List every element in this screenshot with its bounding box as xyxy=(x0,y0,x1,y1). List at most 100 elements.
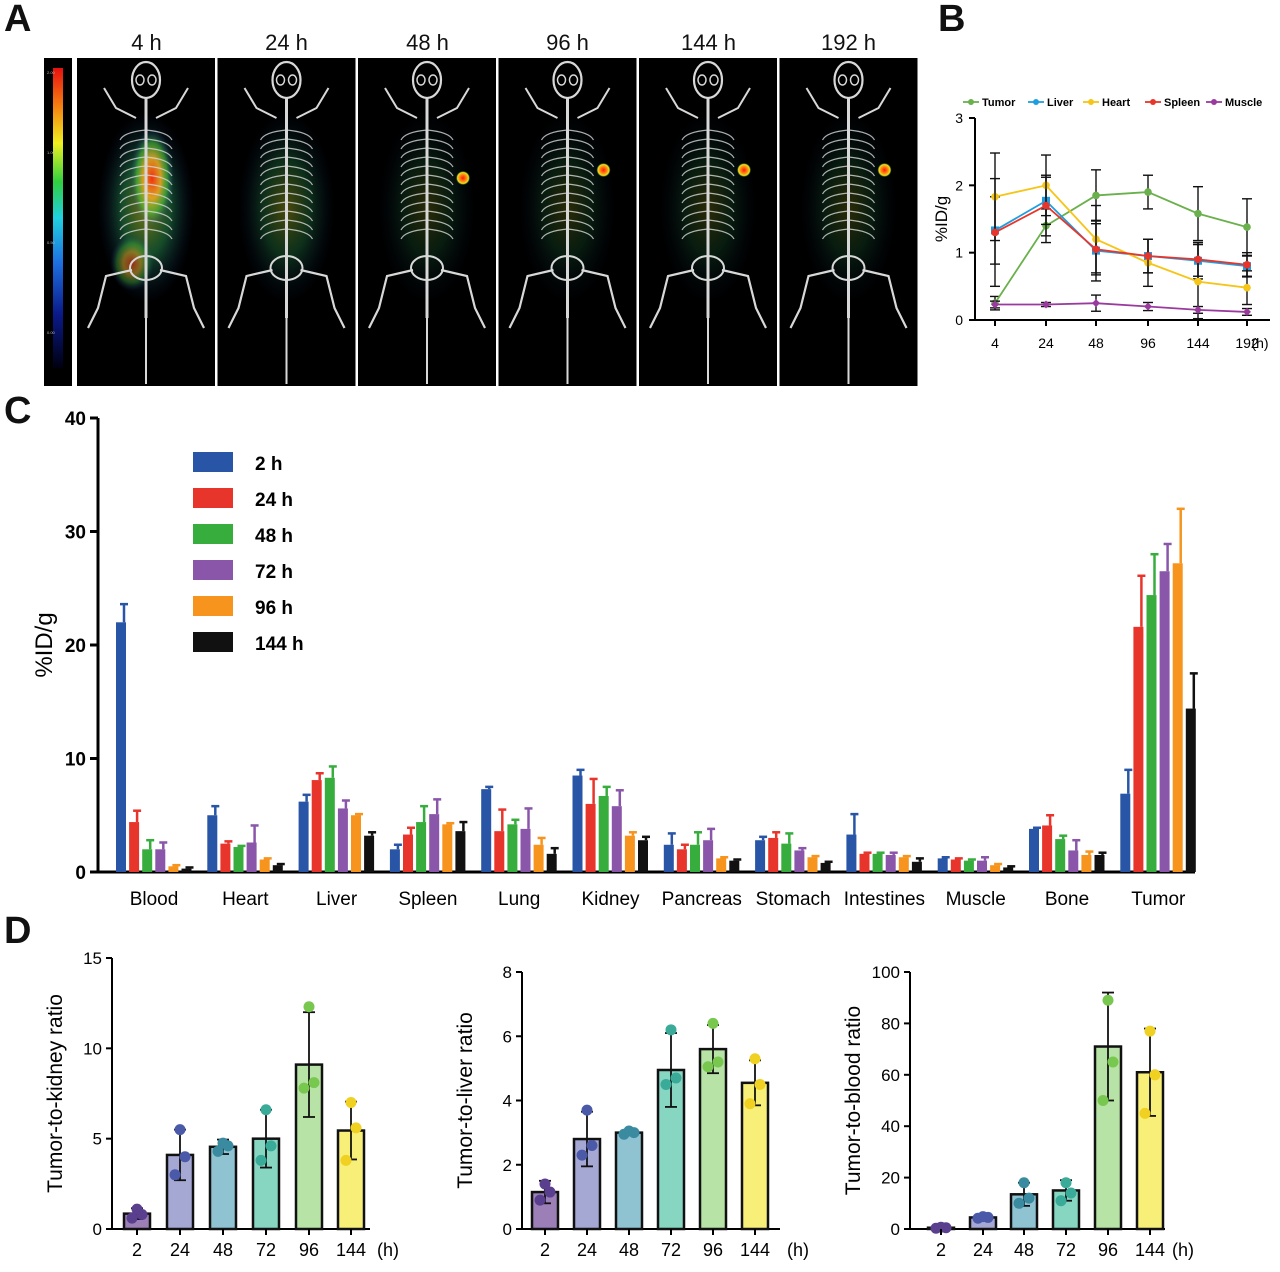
hindlimb xyxy=(227,268,273,329)
bar xyxy=(1159,571,1170,872)
data-point xyxy=(991,228,999,237)
replicate-point xyxy=(1107,1056,1119,1068)
timepoint-label: 4 h xyxy=(131,30,162,55)
rib xyxy=(145,147,173,159)
bar xyxy=(1094,854,1105,872)
legend-swatch xyxy=(193,596,233,616)
bar xyxy=(703,840,714,872)
bar xyxy=(520,828,531,872)
bar xyxy=(181,868,192,872)
y-tick-label: 20 xyxy=(65,636,86,657)
rib xyxy=(259,210,287,222)
bar xyxy=(1055,839,1066,872)
bar xyxy=(1003,867,1014,872)
category-label: Blood xyxy=(130,889,179,910)
hindlimb xyxy=(789,268,835,329)
pelvis xyxy=(269,255,304,281)
timepoint-label: 144 h xyxy=(680,30,737,55)
rib xyxy=(540,192,568,204)
replicate-point xyxy=(174,1124,186,1136)
rib xyxy=(400,138,428,150)
bar xyxy=(872,853,883,872)
bar-chart-tumor-blood: 0 20 40 60 80 100 Tumor-to-blood ratio 2 24 48 72 9… xyxy=(842,963,1194,1260)
rib xyxy=(145,165,173,177)
rib xyxy=(821,192,849,204)
bar xyxy=(1029,828,1039,872)
rib xyxy=(681,201,709,213)
panel-label-c: C xyxy=(4,390,32,432)
bar xyxy=(311,780,322,872)
rib xyxy=(119,156,147,168)
hindlimb xyxy=(159,268,205,329)
bar xyxy=(442,824,453,872)
eye-socket xyxy=(275,74,286,86)
x-tick-label: 96 xyxy=(299,1240,319,1260)
data-point xyxy=(1144,252,1152,260)
hindlimb xyxy=(440,268,486,329)
x-tick-label: 4 xyxy=(991,335,999,351)
bar-chart-organ-uptake: 0 10 20 30 40 %ID/g Blood Heart Liver Spleen Lung K… xyxy=(31,409,1198,910)
hindlimb xyxy=(581,268,627,329)
rib xyxy=(567,228,595,240)
bar xyxy=(337,808,348,872)
rib xyxy=(567,165,595,177)
forelimb xyxy=(665,87,699,119)
rib xyxy=(567,201,595,213)
rib xyxy=(259,147,287,159)
rib xyxy=(286,156,314,168)
rib xyxy=(681,183,709,195)
bar xyxy=(324,777,335,872)
bar xyxy=(455,831,466,872)
bar xyxy=(351,815,361,872)
rib xyxy=(848,156,876,168)
x-tick-label: 2 xyxy=(540,1240,550,1260)
category-label: Tumor xyxy=(1131,889,1186,910)
y-tick-label: 10 xyxy=(65,750,86,771)
eye-socket xyxy=(556,74,567,86)
rib xyxy=(848,192,876,204)
x-unit-label: (h) xyxy=(787,1240,809,1260)
rib xyxy=(119,228,147,240)
rib xyxy=(119,210,147,222)
y-tick-label: 1 xyxy=(955,245,963,261)
rib xyxy=(286,219,314,231)
x-tick-label: 24 xyxy=(577,1240,597,1260)
legend-label: 96 h xyxy=(255,598,293,619)
replicate-point xyxy=(308,1077,320,1089)
rib xyxy=(681,138,709,150)
rib xyxy=(821,156,849,168)
y-tick-label: 30 xyxy=(65,523,86,544)
rib xyxy=(821,138,849,150)
pelvis xyxy=(831,255,866,281)
hindlimb xyxy=(508,268,554,329)
rib xyxy=(426,228,454,240)
rib xyxy=(707,165,735,177)
bar xyxy=(207,815,218,872)
eye-socket xyxy=(837,74,848,86)
timepoint-label: 96 h xyxy=(546,30,589,55)
bar xyxy=(546,853,557,872)
replicate-point xyxy=(217,1137,229,1149)
bar xyxy=(846,834,857,872)
rib xyxy=(567,192,595,204)
rib xyxy=(540,156,568,168)
rib xyxy=(707,129,735,141)
forelimb xyxy=(717,87,751,119)
eye-socket xyxy=(135,74,145,86)
eye-socket xyxy=(849,74,860,86)
hindlimb xyxy=(87,268,133,329)
rib xyxy=(426,174,454,186)
y-tick-label: 80 xyxy=(881,1014,900,1033)
rib xyxy=(286,201,314,213)
replicate-point xyxy=(623,1125,635,1137)
rib xyxy=(426,156,454,168)
data-point xyxy=(991,300,999,309)
y-tick-label: 2 xyxy=(955,177,963,193)
data-point xyxy=(1243,223,1251,231)
rib xyxy=(286,138,314,150)
rib xyxy=(567,138,595,150)
rib xyxy=(681,156,709,168)
bar xyxy=(1146,595,1157,872)
y-tick-label: 40 xyxy=(881,1117,900,1136)
bar xyxy=(598,795,609,872)
